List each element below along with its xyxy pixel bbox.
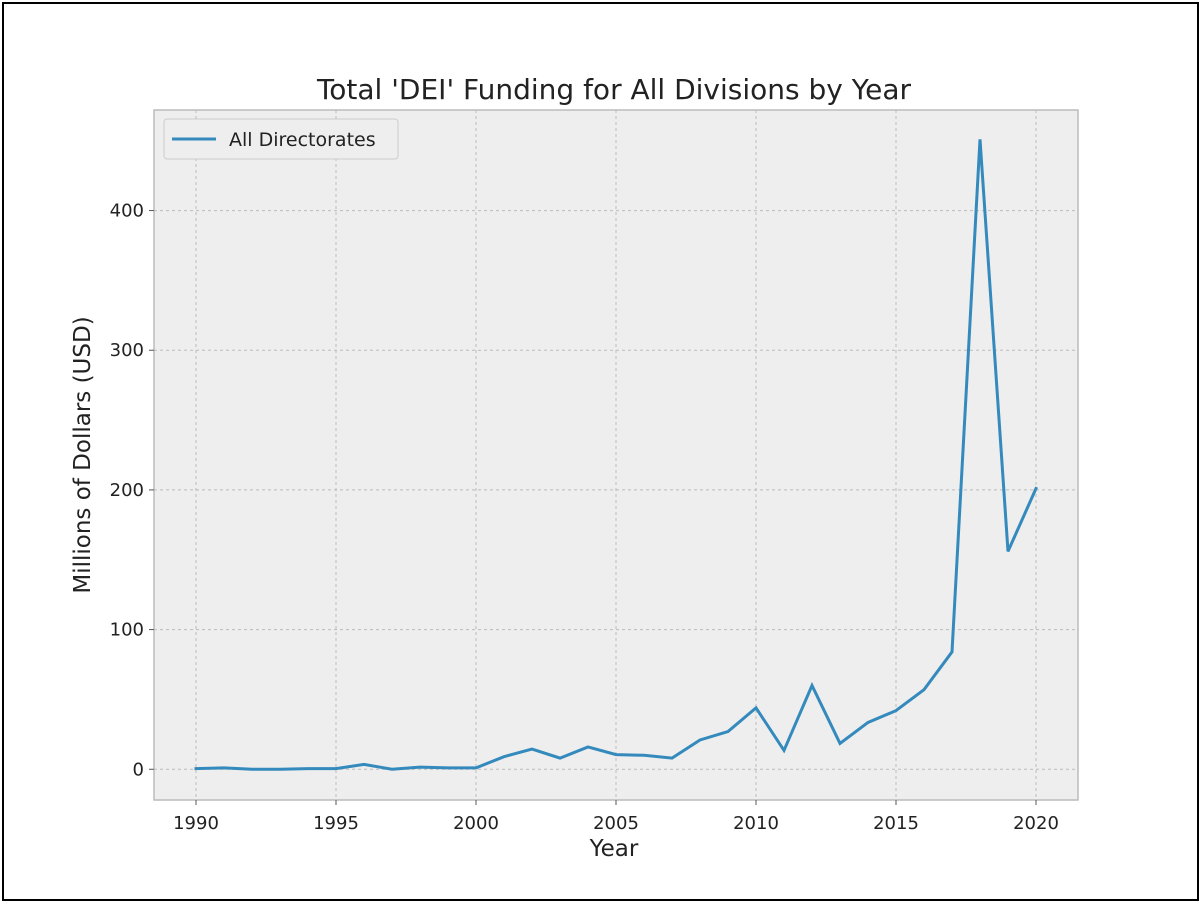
legend-label: All Directorates	[229, 129, 376, 151]
y-axis-label: Millions of Dollars (USD)	[70, 316, 96, 593]
x-tick-label: 2000	[453, 813, 499, 834]
series-layer	[194, 139, 1038, 771]
tick-labels: 1990 1995 2000 2005 2010 2015 2020 0 100 200 300 40…	[110, 201, 1059, 834]
x-tick-label: 2005	[593, 813, 639, 834]
grid-lines	[154, 110, 1078, 800]
x-tick-label: 2020	[1013, 813, 1059, 834]
x-tick-label: 1995	[313, 813, 359, 834]
legend: All Directorates	[163, 118, 399, 160]
legend-box	[163, 118, 399, 160]
y-tick-label: 0	[133, 759, 144, 780]
x-tick-label: 2015	[873, 813, 919, 834]
y-tick-label: 300	[110, 340, 144, 361]
y-tick-label: 100	[110, 620, 144, 641]
x-axis-label: Year	[589, 836, 639, 862]
series-line-all-directorates	[194, 139, 1038, 771]
x-tick-label: 1990	[173, 813, 219, 834]
x-tick-label: 2010	[733, 813, 779, 834]
chart-title: Total 'DEI' Funding for All Divisions by…	[316, 73, 912, 106]
y-tick-label: 400	[110, 201, 144, 222]
y-tick-label: 200	[110, 480, 144, 501]
